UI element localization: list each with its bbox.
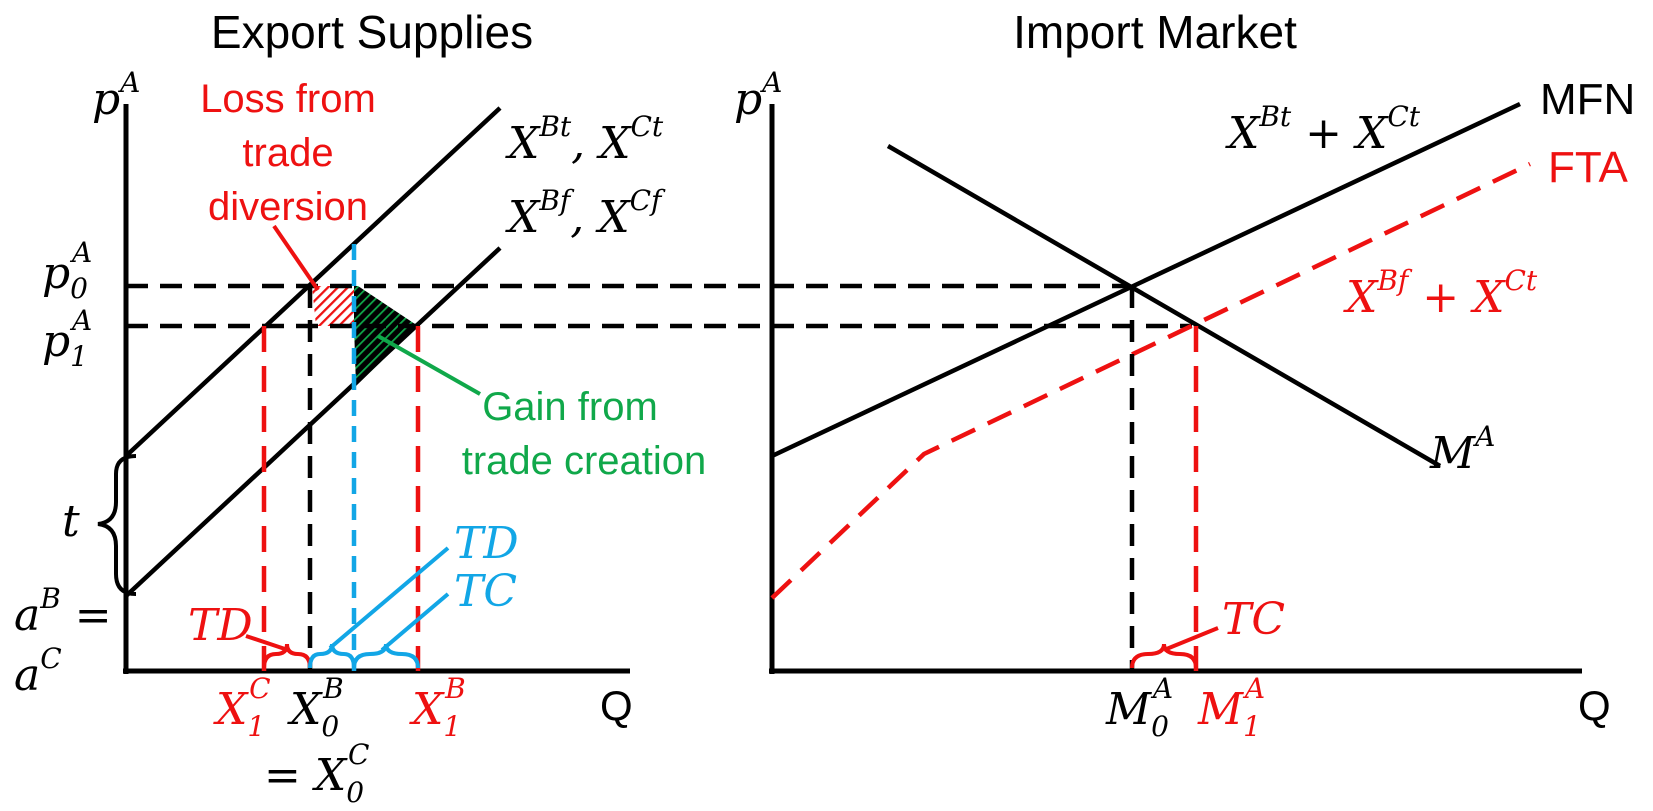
fta-label: FTA (1548, 143, 1628, 192)
td-brace-red (262, 643, 312, 669)
right-panel-title: Import Market (1013, 6, 1297, 58)
tariff-brace (97, 454, 137, 596)
quantity-label-x1b: X1B (409, 672, 466, 743)
td-pointer-blue (328, 546, 450, 650)
gain-pointer (377, 334, 481, 396)
import-demand-label: MA (1429, 420, 1495, 479)
loss-annotation-line2: trade (242, 131, 333, 175)
quantity-label-x1c: X1C (213, 672, 271, 743)
td-label-left: TD (188, 600, 253, 651)
gain-annotation-line1: Gain from (482, 385, 658, 429)
left-y-axis-label: pA (92, 66, 140, 125)
trade-diversion-loss-area (312, 286, 354, 326)
loss-pointer (272, 224, 320, 292)
quantity-label-m0a: M0A (1105, 672, 1173, 743)
right-y-axis-label: pA (734, 66, 782, 125)
price-label-p0: p0A (42, 236, 92, 305)
loss-annotation-line1: Loss from (200, 77, 376, 121)
trade-creation-gain-area (354, 286, 418, 386)
quantity-label-m1a: M1A (1197, 672, 1265, 743)
fta-sum-label: XBf + XCt (1343, 264, 1538, 323)
tc-brace-blue (352, 643, 420, 669)
tariff-supply-label: XBt, XCt (505, 110, 664, 169)
loss-annotation-line3: diversion (208, 185, 368, 229)
tc-label-right: TC (1222, 594, 1285, 645)
left-x-axis-label: Q (600, 682, 633, 729)
quantity-label-x0b: X0B (287, 672, 344, 743)
quantity-label-eq-x0c: = X0C (264, 738, 369, 809)
tc-brace-right (1130, 643, 1198, 669)
td-label-blue: TD (454, 518, 519, 569)
mfn-label: MFN (1540, 75, 1635, 124)
fta-supply-curve (124, 246, 502, 598)
fta-supply-label: XBf, XCf (505, 184, 666, 243)
import-demand-curve (886, 144, 1442, 468)
tc-label-blue: TC (454, 566, 517, 617)
intercept-label-aC: aC (14, 642, 62, 701)
td-brace-blue (308, 643, 356, 669)
right-x-axis-label: Q (1578, 682, 1611, 729)
mfn-supply-curve (771, 101, 1521, 459)
fta-supply-curve (770, 161, 1531, 600)
intercept-label-aB: aB = (14, 582, 112, 641)
tc-pointer-blue (380, 592, 450, 652)
td-pointer-left (245, 634, 289, 652)
price-label-p1: p1A (42, 304, 92, 373)
gain-annotation-line2: trade creation (462, 439, 707, 483)
tariff-label-t: t (62, 496, 80, 547)
left-panel-title: Export Supplies (211, 6, 533, 58)
tc-pointer-right (1163, 626, 1219, 652)
mfn-sum-label: XBt + XCt (1225, 100, 1421, 159)
